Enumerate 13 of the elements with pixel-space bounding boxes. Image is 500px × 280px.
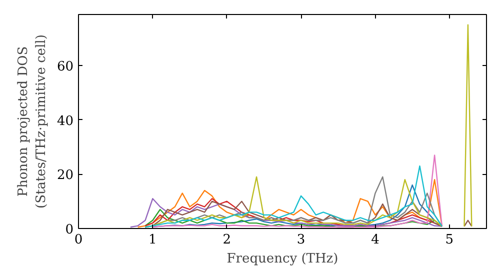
y-tick-label: 20 [56, 168, 74, 184]
x-tick-label: 5 [445, 232, 454, 248]
line-series [152, 154, 443, 228]
x-tick-label: 3 [296, 232, 306, 248]
x-axis-title: Frequency (THz) [226, 252, 338, 266]
x-tick-label: 4 [371, 232, 380, 248]
y-axis-title: Phonon projected DOS (States/THz·primitive cell) [16, 34, 49, 208]
x-tick-label: 1 [148, 232, 157, 248]
y-tick-label: 40 [56, 114, 74, 129]
x-tick-label: 2 [222, 232, 232, 248]
y-tick-label: 60 [56, 60, 74, 75]
line-series [144, 165, 443, 228]
y-tick-label: 0 [65, 222, 74, 238]
